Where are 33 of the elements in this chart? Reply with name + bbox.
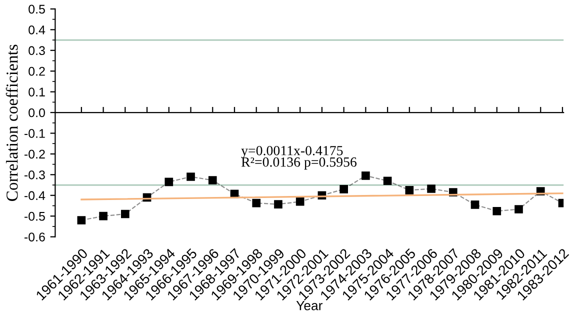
y-tick-label: -0.2 [24,150,45,159]
point [121,210,130,218]
y-tick-label: 0.0 [28,108,45,118]
point [99,212,108,220]
y-tick-label: 0.2 [28,66,45,76]
point [186,172,195,181]
point [274,200,282,208]
point [514,205,523,214]
y-tick-label: -0.3 [24,170,45,180]
point [208,176,217,184]
y-tick-label: -0.5 [24,212,45,221]
y-tick-label: 0.3 [28,46,45,56]
point [340,184,348,194]
y-tick-label: 0.5 [28,4,45,14]
point [296,197,304,206]
point [164,178,174,186]
point [77,216,86,224]
point [383,176,392,186]
point [492,206,502,216]
y-tick-label: -0.1 [24,129,45,138]
x-axis-title: Year [296,301,322,310]
point [362,172,370,180]
y-tick-label: -0.6 [24,232,45,242]
y-tick-label: 0.1 [28,88,45,96]
point [252,198,261,208]
annotation: y=0.0011x-0.4175 [241,146,343,158]
point [470,200,480,209]
y-tick-label: -0.4 [24,191,46,200]
point [405,186,414,194]
point [427,184,436,193]
y-axis-title: Correlation coefficients [6,44,18,201]
annotation: R²=0.0136 p=0.5956 [241,157,357,170]
y-tick-label: 0.4 [28,25,46,34]
